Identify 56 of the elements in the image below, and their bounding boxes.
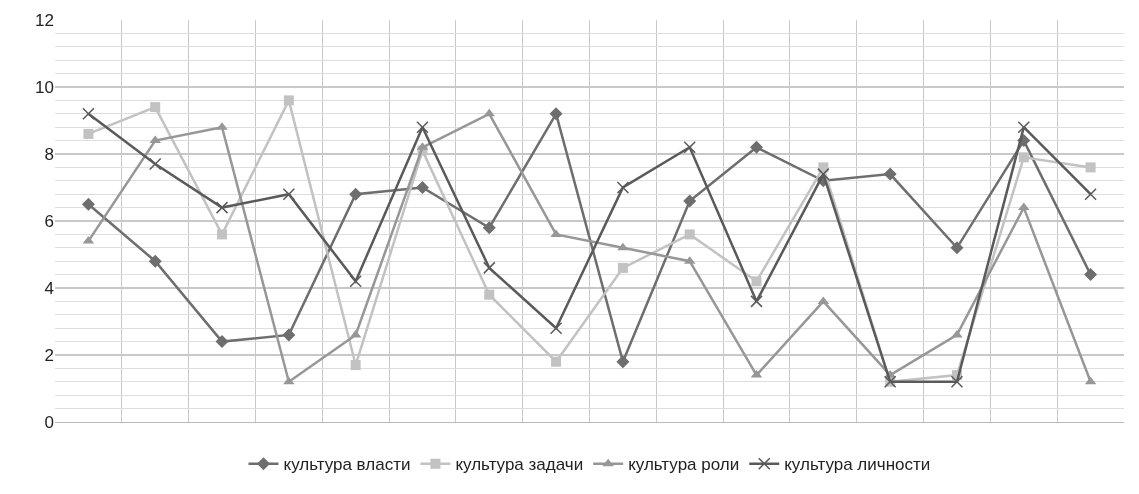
point: [617, 262, 628, 273]
y-tick-label: 10: [35, 77, 54, 97]
point: [349, 187, 363, 201]
point: [883, 167, 897, 181]
point: [684, 229, 695, 240]
point: [217, 229, 228, 240]
y-tick-label: 2: [44, 345, 54, 365]
legend-label: культура власти: [283, 455, 411, 475]
point: [551, 356, 562, 367]
point: [81, 197, 95, 211]
point: [349, 275, 362, 288]
y-tick-label: 0: [44, 412, 54, 432]
point: [482, 221, 496, 235]
point: [415, 181, 429, 194]
point: [549, 107, 563, 121]
point: [683, 141, 696, 154]
point: [82, 107, 95, 121]
legend-label: культура роли: [628, 455, 740, 475]
point: [350, 360, 361, 371]
point: [616, 355, 630, 369]
point: [817, 167, 830, 181]
point: [617, 242, 629, 251]
legend-label: культура личности: [784, 455, 931, 475]
point: [1018, 202, 1030, 211]
point: [282, 187, 296, 201]
point: [950, 241, 964, 255]
point: [148, 254, 162, 268]
point: [150, 102, 161, 113]
point: [215, 335, 229, 349]
point: [1017, 120, 1031, 134]
point: [1084, 187, 1097, 201]
point: [683, 194, 697, 208]
y-tick-label: 4: [44, 278, 54, 298]
point: [484, 289, 495, 300]
point: [416, 120, 429, 134]
point: [215, 201, 229, 214]
point: [1018, 152, 1029, 163]
point: [148, 157, 162, 171]
point: [1084, 268, 1098, 282]
point: [549, 321, 563, 335]
point: [751, 276, 762, 287]
point: [750, 140, 764, 154]
point: [1085, 162, 1096, 173]
point: [283, 95, 294, 106]
point: [283, 376, 295, 385]
point: [616, 181, 630, 194]
y-tick-label: 12: [35, 10, 54, 30]
point: [282, 328, 296, 342]
point: [950, 375, 964, 389]
y-tick-label: 6: [44, 211, 54, 231]
legend-label: культура задачи: [455, 455, 584, 475]
point: [149, 135, 161, 144]
point: [483, 261, 496, 275]
point: [750, 295, 763, 308]
y-tick-label: 8: [44, 144, 54, 164]
point: [83, 128, 94, 139]
